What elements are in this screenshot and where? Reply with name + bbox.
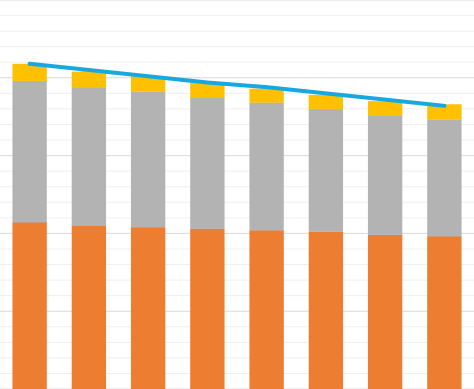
bar-segment: [190, 98, 225, 229]
bar-segment: [190, 82, 225, 99]
bar-segment: [249, 102, 284, 231]
bar-segment: [130, 76, 166, 92]
bar-segment: [130, 91, 166, 228]
bar-segment: [249, 230, 284, 389]
bar-segment: [71, 71, 107, 88]
bar-segment: [71, 87, 107, 226]
bar-segment: [367, 234, 403, 389]
bar-segment: [12, 80, 47, 223]
bar-segment: [249, 88, 284, 103]
bar-segment: [12, 63, 47, 81]
bar-segment: [308, 94, 344, 109]
bar-segment: [190, 228, 225, 389]
line: [27, 61, 447, 108]
bar-segment: [130, 227, 166, 389]
bar-segment: [367, 115, 403, 235]
bar-segment: [71, 225, 107, 389]
bar-segment: [427, 236, 462, 389]
bar-segment: [308, 108, 344, 232]
bar-segment: [308, 231, 344, 389]
bar-segment: [12, 222, 47, 389]
bar-segment: [427, 119, 462, 237]
bar-segment: [367, 101, 403, 116]
bar-segment: [427, 104, 462, 120]
